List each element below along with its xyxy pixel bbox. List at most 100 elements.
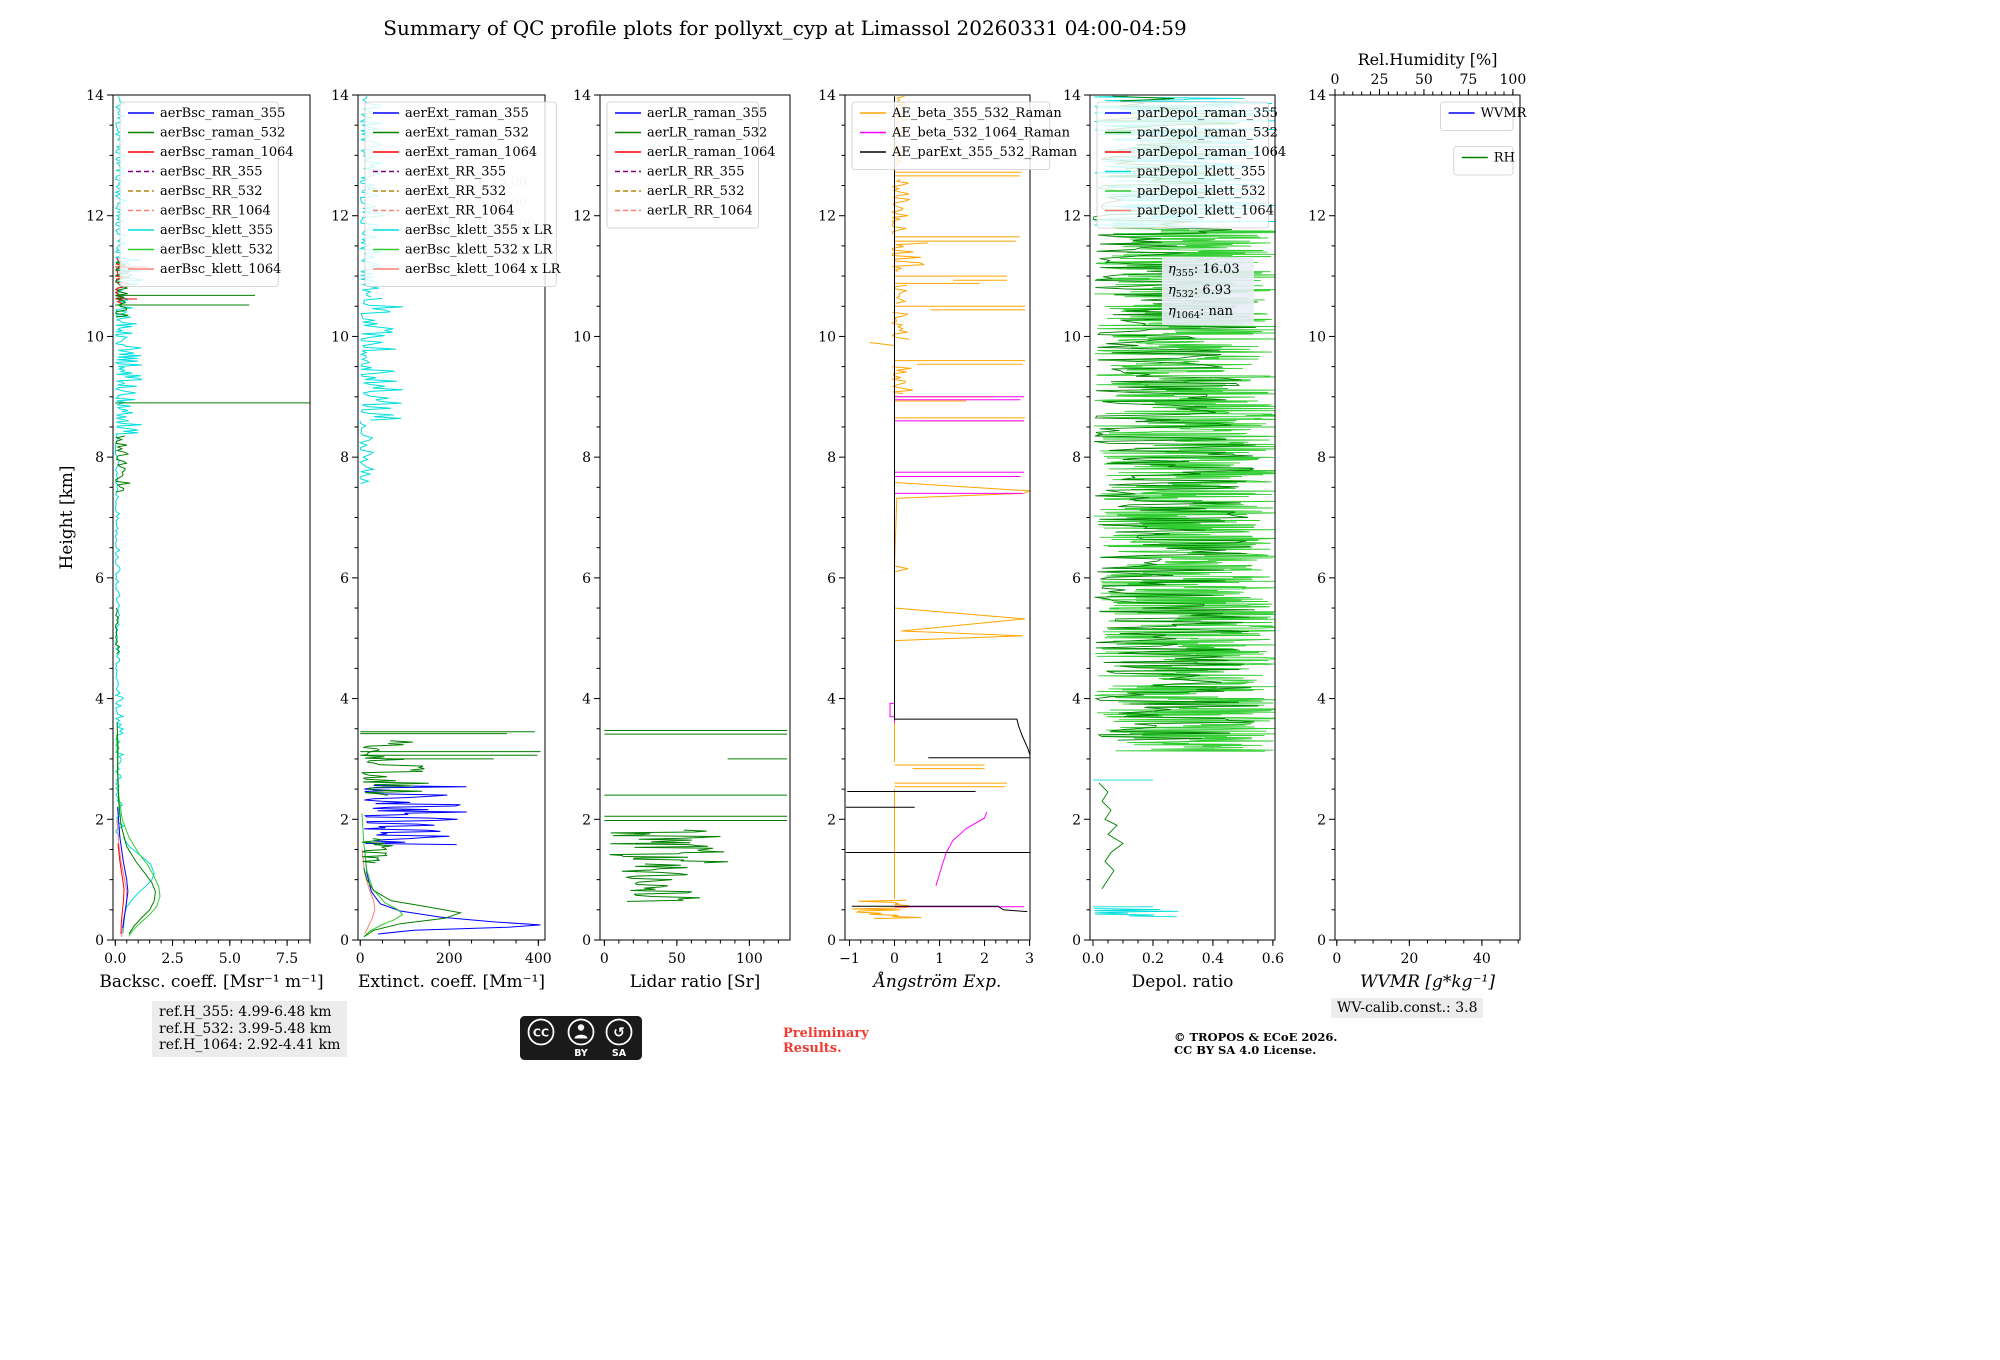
svg-text:1: 1 <box>935 951 944 967</box>
svg-text:aerBsc_RR_1064: aerBsc_RR_1064 <box>160 204 271 219</box>
svg-text:−1: −1 <box>839 951 860 967</box>
svg-text:WVMR: WVMR <box>1481 106 1528 121</box>
svg-text:12: 12 <box>818 209 836 225</box>
svg-text:aerBsc_klett_532: aerBsc_klett_532 <box>160 243 273 258</box>
panel-lidar-ratio: 0 2 4 6 8 10 12 14 0 50 100 Lidar ratio [Sr] aerLR_r… <box>573 88 791 992</box>
svg-text:0: 0 <box>356 951 365 967</box>
svg-text:10: 10 <box>1308 329 1326 345</box>
svg-text:7.5: 7.5 <box>276 951 298 967</box>
cc-circle-icon <box>527 1018 555 1046</box>
svg-text:12: 12 <box>573 209 591 225</box>
person-body-icon <box>574 1034 588 1039</box>
svg-text:8: 8 <box>827 450 836 466</box>
svg-text:0.0: 0.0 <box>104 951 126 967</box>
svg-text:aerExt_raman_355: aerExt_raman_355 <box>405 106 529 121</box>
svg-text:AE_beta_355_532_Raman: AE_beta_355_532_Raman <box>891 106 1062 121</box>
panel-backscatter: 0 2 4 6 8 10 12 14 0.0 2.5 5.0 7.5 Backsc. coeff. [M… <box>86 88 323 992</box>
cc-letters: CC <box>533 1027 549 1040</box>
calibration-annotation-box <box>1161 257 1254 326</box>
svg-text:parDepol_klett_532: parDepol_klett_532 <box>1137 184 1266 199</box>
person-icon <box>577 1024 585 1031</box>
svg-text:η532: 6.93: η532: 6.93 <box>1168 283 1231 300</box>
svg-text:4: 4 <box>1317 692 1326 708</box>
svg-text:AE_parExt_355_532_Raman: AE_parExt_355_532_Raman <box>891 145 1078 160</box>
svg-text:200: 200 <box>436 951 463 967</box>
svg-text:0: 0 <box>95 933 104 949</box>
cc-by-label: BY <box>574 1048 588 1059</box>
svg-text:0: 0 <box>340 933 349 949</box>
svg-text:8: 8 <box>1317 450 1326 466</box>
copyright-line1: © TROPOS & ECoE 2026. <box>1174 1030 1338 1044</box>
svg-text:parDepol_klett_1064: parDepol_klett_1064 <box>1137 204 1274 219</box>
svg-text:8: 8 <box>1072 450 1081 466</box>
backscatter-series <box>114 96 310 938</box>
svg-text:0: 0 <box>827 933 836 949</box>
svg-text:parDepol_raman_1064: parDepol_raman_1064 <box>1137 145 1286 160</box>
preliminary-line1: Preliminary <box>783 1026 869 1041</box>
svg-text:12: 12 <box>331 209 349 225</box>
svg-text:Depol. ratio: Depol. ratio <box>1132 972 1234 992</box>
svg-text:2: 2 <box>1072 812 1081 828</box>
reference-heights-box: ref.H_355: 4.99-6.48 km ref.H_532: 3.99-… <box>152 1001 348 1057</box>
legend-box <box>364 101 557 287</box>
svg-text:100: 100 <box>1500 72 1527 88</box>
panel-extinction: LR355: 45.00LR532: 40.00LR1064: 50.00024… <box>331 88 561 992</box>
svg-text:aerExt_RR_1064: aerExt_RR_1064 <box>405 204 514 219</box>
preliminary-line2: Results. <box>783 1040 842 1056</box>
svg-text:Height [km]: Height [km] <box>57 465 77 569</box>
svg-text:4: 4 <box>340 692 349 708</box>
svg-text:14: 14 <box>86 88 104 104</box>
svg-text:8: 8 <box>95 450 104 466</box>
svg-text:0: 0 <box>1332 951 1341 967</box>
panel-depol: 0 2 4 6 8 10 12 14 0.0 0.2 0.4 0.6 Depol. ratio η355:… <box>1063 88 1286 992</box>
svg-text:10: 10 <box>331 329 349 345</box>
svg-text:0.2: 0.2 <box>1142 951 1164 967</box>
legend-box <box>119 101 279 287</box>
svg-text:6: 6 <box>827 571 836 587</box>
svg-text:12: 12 <box>1308 209 1326 225</box>
svg-text:2: 2 <box>582 812 591 828</box>
svg-text:2.5: 2.5 <box>161 951 183 967</box>
svg-text:parDepol_raman_355: parDepol_raman_355 <box>1137 106 1278 121</box>
svg-text:aerBsc_RR_355: aerBsc_RR_355 <box>160 165 263 180</box>
svg-text:Backsc. coeff. [Msr⁻¹ m⁻¹]: Backsc. coeff. [Msr⁻¹ m⁻¹] <box>99 972 323 992</box>
svg-text:aerExt_RR_355: aerExt_RR_355 <box>405 165 506 180</box>
svg-text:aerLR_RR_1064: aerLR_RR_1064 <box>647 204 753 219</box>
svg-text:10: 10 <box>1063 329 1081 345</box>
copyright-note: © TROPOS & ECoE 2026. CC BY SA 4.0 Licen… <box>1174 1031 1337 1056</box>
svg-text:20: 20 <box>1400 951 1418 967</box>
copyright-line2: CC BY SA 4.0 License. <box>1174 1042 1317 1057</box>
legend-box <box>851 101 1051 170</box>
svg-text:0.4: 0.4 <box>1202 951 1224 967</box>
svg-text:10: 10 <box>86 329 104 345</box>
svg-text:10: 10 <box>818 329 836 345</box>
svg-text:η1064: nan: η1064: nan <box>1168 304 1234 321</box>
svg-text:6: 6 <box>340 571 349 587</box>
svg-text:aerLR_raman_355: aerLR_raman_355 <box>647 106 767 121</box>
lidar-ratio-series <box>604 730 788 902</box>
svg-text:aerExt_raman_532: aerExt_raman_532 <box>405 126 529 141</box>
svg-text:aerBsc_klett_532 x LR: aerBsc_klett_532 x LR <box>405 243 553 258</box>
ref-h-355: ref.H_355: 4.99-6.48 km <box>159 1004 332 1020</box>
svg-text:aerBsc_raman_1064: aerBsc_raman_1064 <box>160 145 294 160</box>
legend-box <box>1453 146 1514 176</box>
svg-text:aerExt_raman_1064: aerExt_raman_1064 <box>405 145 537 160</box>
svg-text:aerLR_raman_532: aerLR_raman_532 <box>647 126 767 141</box>
ref-h-1064: ref.H_1064: 2.92-4.41 km <box>159 1037 341 1053</box>
svg-text:aerBsc_raman_532: aerBsc_raman_532 <box>160 126 285 141</box>
page-title: Summary of QC profile plots for pollyxt_… <box>383 16 1187 40</box>
legend-box <box>606 101 760 229</box>
svg-text:25: 25 <box>1371 72 1389 88</box>
svg-text:12: 12 <box>1063 209 1081 225</box>
svg-text:aerBsc_raman_355: aerBsc_raman_355 <box>160 106 285 121</box>
cc-license-badge: CC ↺ BY SA <box>519 1015 643 1065</box>
svg-text:6: 6 <box>1072 571 1081 587</box>
svg-text:6: 6 <box>95 571 104 587</box>
cc-badge-graphic: CC ↺ BY SA <box>519 1015 643 1061</box>
svg-text:75: 75 <box>1459 72 1477 88</box>
svg-text:12: 12 <box>86 209 104 225</box>
svg-text:6: 6 <box>1317 571 1326 587</box>
